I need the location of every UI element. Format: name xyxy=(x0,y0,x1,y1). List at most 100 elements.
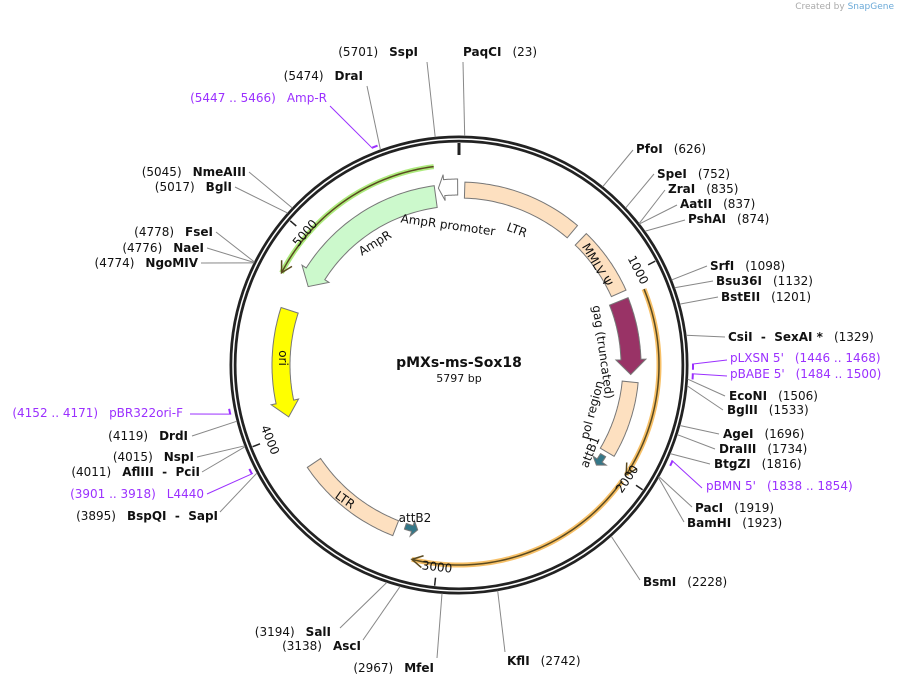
plasmid-name: pMXs-ms-Sox18 xyxy=(396,355,522,371)
site-leader-line xyxy=(362,586,401,641)
site-position: (3194) xyxy=(254,625,295,639)
enzyme-label-bamhi[interactable]: BamHI (1923) xyxy=(687,516,782,530)
primer-label-pbmn-5-[interactable]: pBMN 5' (1838 .. 1854) xyxy=(706,479,853,493)
enzyme-label-drdi[interactable]: (4119) DrdI xyxy=(108,429,188,443)
site-position: (874) xyxy=(737,212,770,226)
enzyme-label-sali[interactable]: (3194) SalI xyxy=(255,625,331,639)
enzyme-label-fsei[interactable]: (4778) FseI xyxy=(134,225,213,239)
site-position: (5701) xyxy=(338,45,379,59)
feature-attb1[interactable] xyxy=(591,452,608,466)
tick-mark xyxy=(635,484,644,491)
feature-ampr-promoter[interactable] xyxy=(437,174,459,201)
enzyme-label-bspqi-sapi[interactable]: (3895) BspQI - SapI xyxy=(76,509,218,523)
site-name: NgoMIV xyxy=(145,256,198,270)
site-name: L4440 xyxy=(166,487,204,501)
feature-mmlv-[interactable] xyxy=(574,232,627,298)
site-leader-line xyxy=(201,446,246,473)
site-name: AscI xyxy=(332,639,361,653)
feature-ori[interactable] xyxy=(269,306,300,418)
site-position: (2967) xyxy=(353,661,394,675)
site-name: BamHI xyxy=(687,516,732,530)
enzyme-label-srfi[interactable]: SrfI (1098) xyxy=(710,259,785,273)
site-position: (626) xyxy=(673,142,707,156)
enzyme-label-paqci[interactable]: PaqCI (23) xyxy=(463,45,537,59)
site-position: (1919) xyxy=(734,501,775,515)
site-name: DraIII xyxy=(719,442,757,456)
enzyme-label-bsmi[interactable]: BsmI (2228) xyxy=(643,575,727,589)
feature-label: attB2 xyxy=(398,511,432,525)
site-leader-line xyxy=(686,385,724,411)
enzyme-label-drai[interactable]: (5474) DraI xyxy=(284,69,363,83)
primer-label-amp-r[interactable]: (5447 .. 5466) Amp-R xyxy=(190,91,327,105)
site-name: AflIII - PciI xyxy=(122,465,200,479)
site-leader-line xyxy=(234,186,288,214)
enzyme-label-csii-sexai-[interactable]: CsiI - SexAI * (1329) xyxy=(728,330,874,344)
enzyme-label-pshai[interactable]: PshAI (874) xyxy=(688,212,769,226)
site-leader-line xyxy=(219,472,258,513)
site-position: (5474) xyxy=(283,69,324,83)
feature-ltr[interactable] xyxy=(306,457,400,537)
site-leader-line xyxy=(497,590,506,653)
site-leader-line xyxy=(436,593,443,659)
enzyme-label-draiii[interactable]: DraIII (1734) xyxy=(719,442,807,456)
enzyme-label-bgli[interactable]: (5017) BglI xyxy=(155,180,232,194)
enzyme-label-agei[interactable]: AgeI (1696) xyxy=(723,427,804,441)
site-leader-line xyxy=(426,61,436,138)
primer-mark xyxy=(371,144,378,149)
orange-arrow-1-head xyxy=(625,462,638,477)
enzyme-label-kfli[interactable]: KflI (2742) xyxy=(507,654,581,668)
enzyme-label-sspi[interactable]: (5701) SspI xyxy=(338,45,418,59)
site-leader-line xyxy=(191,420,238,437)
site-leader-line xyxy=(206,473,253,495)
site-name: BtgZI xyxy=(714,457,751,471)
enzyme-label-econi[interactable]: EcoNI (1506) xyxy=(729,389,818,403)
enzyme-label-bglii[interactable]: BglII (1533) xyxy=(727,403,809,417)
primer-mark xyxy=(228,408,232,415)
feature-pol-region[interactable] xyxy=(599,380,639,457)
site-position: (1816) xyxy=(761,457,802,471)
feature-ltr[interactable] xyxy=(463,181,579,239)
primer-label-plxsn-5-[interactable]: pLXSN 5' (1446 .. 1468) xyxy=(730,351,881,365)
enzyme-label-bsu36i[interactable]: Bsu36I (1132) xyxy=(716,274,813,288)
enzyme-label-spei[interactable]: SpeI (752) xyxy=(657,167,730,181)
enzyme-label-nspi[interactable]: (4015) NspI xyxy=(113,450,194,464)
site-position: (4774) xyxy=(94,256,135,270)
primer-mark xyxy=(669,460,674,467)
site-position: (1838 .. 1854) xyxy=(766,479,853,493)
enzyme-label-nmeaiii[interactable]: (5045) NmeAIII xyxy=(142,165,246,179)
enzyme-label-paci[interactable]: PacI (1919) xyxy=(695,501,774,515)
enzyme-label-ngomiv[interactable]: (4774) NgoMIV xyxy=(95,256,198,270)
primer-label-l4440[interactable]: (3901 .. 3918) L4440 xyxy=(70,487,204,501)
site-position: (1696) xyxy=(764,427,805,441)
enzyme-label-mfei[interactable]: (2967) MfeI xyxy=(353,661,434,675)
enzyme-label-aatii[interactable]: AatII (837) xyxy=(680,197,755,211)
site-position: (1484 .. 1500) xyxy=(795,367,882,381)
enzyme-label-zrai[interactable]: ZraI (835) xyxy=(668,182,738,196)
feature-attb2[interactable] xyxy=(403,519,419,538)
site-name: PaqCI xyxy=(463,45,502,59)
enzyme-label-pfoi[interactable]: PfoI (626) xyxy=(636,142,706,156)
feature-gag-truncated-[interactable] xyxy=(608,297,648,376)
enzyme-label-asci[interactable]: (3138) AscI xyxy=(282,639,361,653)
site-position: (4152 .. 4171) xyxy=(12,406,99,420)
site-leader-line xyxy=(329,105,374,149)
site-leader-line xyxy=(671,265,708,281)
site-position: (5447 .. 5466) xyxy=(190,91,276,105)
enzyme-label-bsteii[interactable]: BstEII (1201) xyxy=(721,290,811,304)
site-name: MfeI xyxy=(404,661,434,675)
primer-label-pbabe-5-[interactable]: pBABE 5' (1484 .. 1500) xyxy=(730,367,881,381)
site-leader-line xyxy=(602,149,634,188)
site-position: (1533) xyxy=(768,403,809,417)
site-leader-line xyxy=(638,189,666,224)
site-position: (4778) xyxy=(134,225,175,239)
site-leader-line xyxy=(462,61,466,137)
enzyme-label-naei[interactable]: (4776) NaeI xyxy=(122,241,204,255)
primer-label-pbr322ori-f[interactable]: (4152 .. 4171) pBR322ori-F xyxy=(12,406,183,420)
feature-ampr[interactable] xyxy=(301,185,438,288)
site-position: (5045) xyxy=(141,165,182,179)
enzyme-label-afliii-pcii[interactable]: (4011) AflIII - PciI xyxy=(71,465,200,479)
site-leader-line xyxy=(674,280,714,289)
orange-arrow-1 xyxy=(625,288,660,476)
enzyme-label-btgzi[interactable]: BtgZI (1816) xyxy=(714,457,802,471)
site-name: BspQI - SapI xyxy=(126,509,218,523)
